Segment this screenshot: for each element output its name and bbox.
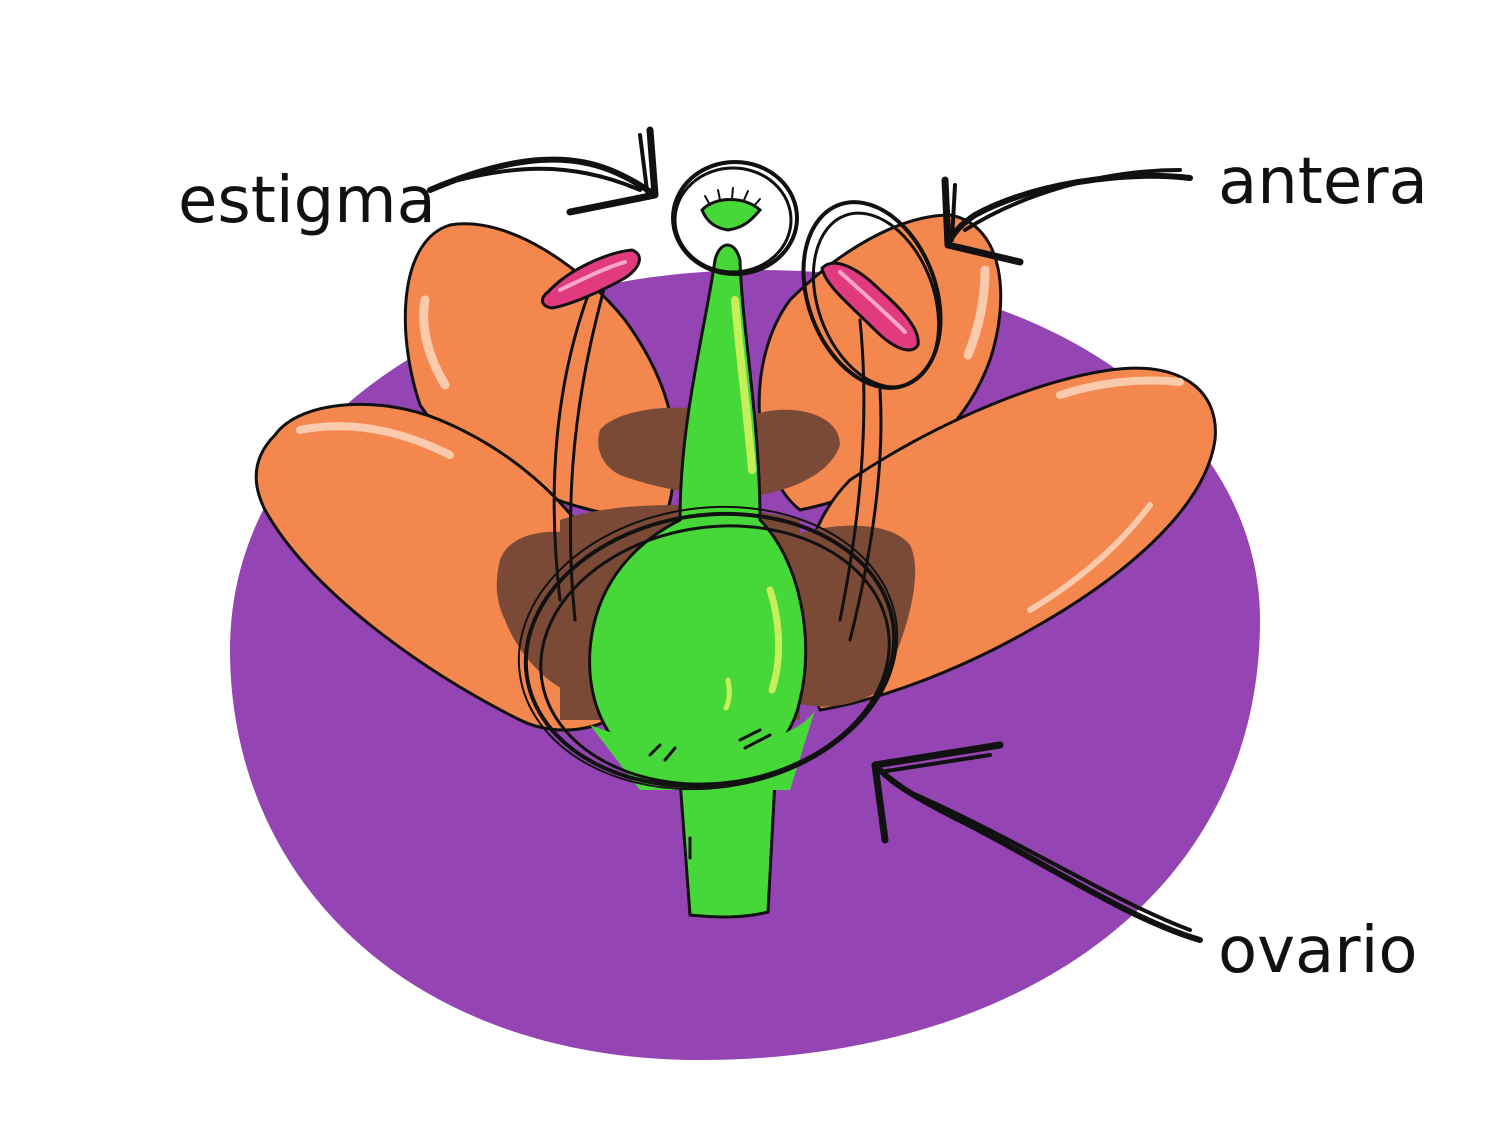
stigma-tip — [700, 198, 763, 232]
receptacle — [590, 710, 815, 790]
anther-right — [820, 261, 920, 352]
pistil — [588, 187, 815, 919]
receptacle-marks — [648, 728, 772, 860]
stigma-arrow — [427, 126, 659, 216]
ovary-arrow — [871, 741, 1203, 943]
label-ovary: ovario — [1218, 914, 1418, 988]
anther-arrow — [941, 168, 1193, 266]
stigma-circle — [671, 160, 799, 276]
label-stigma: estigma — [178, 164, 436, 238]
filaments — [552, 283, 883, 642]
stem — [678, 778, 777, 919]
label-anther: antera — [1218, 145, 1428, 219]
anther-circle — [801, 200, 943, 390]
ovary-circle — [517, 505, 899, 791]
anther-left — [541, 248, 641, 310]
